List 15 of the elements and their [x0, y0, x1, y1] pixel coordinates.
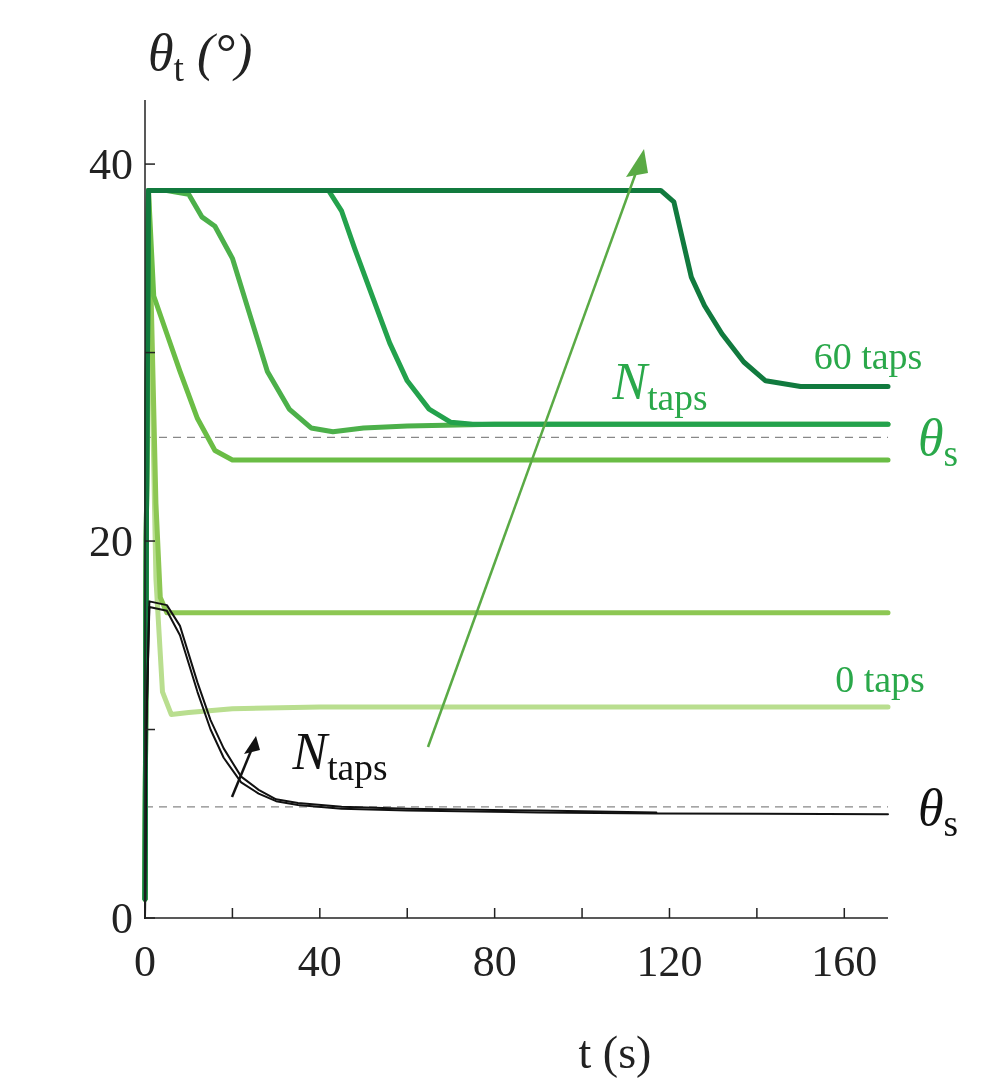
ref-line-label: θ$_{s}$	[918, 409, 959, 475]
ref-line-label: θ$_{s}$	[918, 778, 959, 844]
x-tick-label: 80	[472, 937, 517, 986]
x-tick-label: 120	[636, 937, 703, 986]
x-axis-title: t (s)	[578, 1027, 652, 1078]
annotation: N$_{taps}$	[611, 353, 708, 419]
y-axis-title: θ$_{t}$ (°)	[148, 24, 253, 90]
y-tick-label: 20	[89, 517, 133, 567]
y-tick-label: 40	[89, 140, 133, 190]
annotation: N$_{taps}$	[291, 723, 388, 789]
x-tick-label: 160	[811, 937, 878, 986]
x-tick-label: 40	[297, 937, 342, 986]
annotation: 0 taps	[835, 658, 925, 700]
annotation: 60 taps	[813, 335, 923, 377]
y-tick-label: 0	[111, 894, 133, 943]
